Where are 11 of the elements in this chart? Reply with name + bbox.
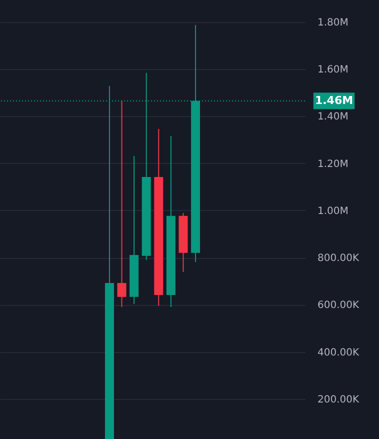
y-tick-label: 400.00K [318, 347, 360, 358]
y-tick-label: 1.40M [318, 112, 348, 123]
y-tick-label: 600.00K [318, 300, 360, 312]
y-tick-label: 1.60M [318, 64, 348, 76]
y-tick-label: 200.00K [318, 394, 360, 406]
y-tick-label: 1.00M [318, 206, 348, 217]
y-tick-label: 1.20M [318, 158, 348, 170]
ref-line-label: 1.46M [314, 94, 354, 107]
candlestick [117, 100, 126, 308]
y-tick-label: 1.80M [318, 17, 348, 28]
y-tick-label: 800.00K [318, 253, 360, 264]
